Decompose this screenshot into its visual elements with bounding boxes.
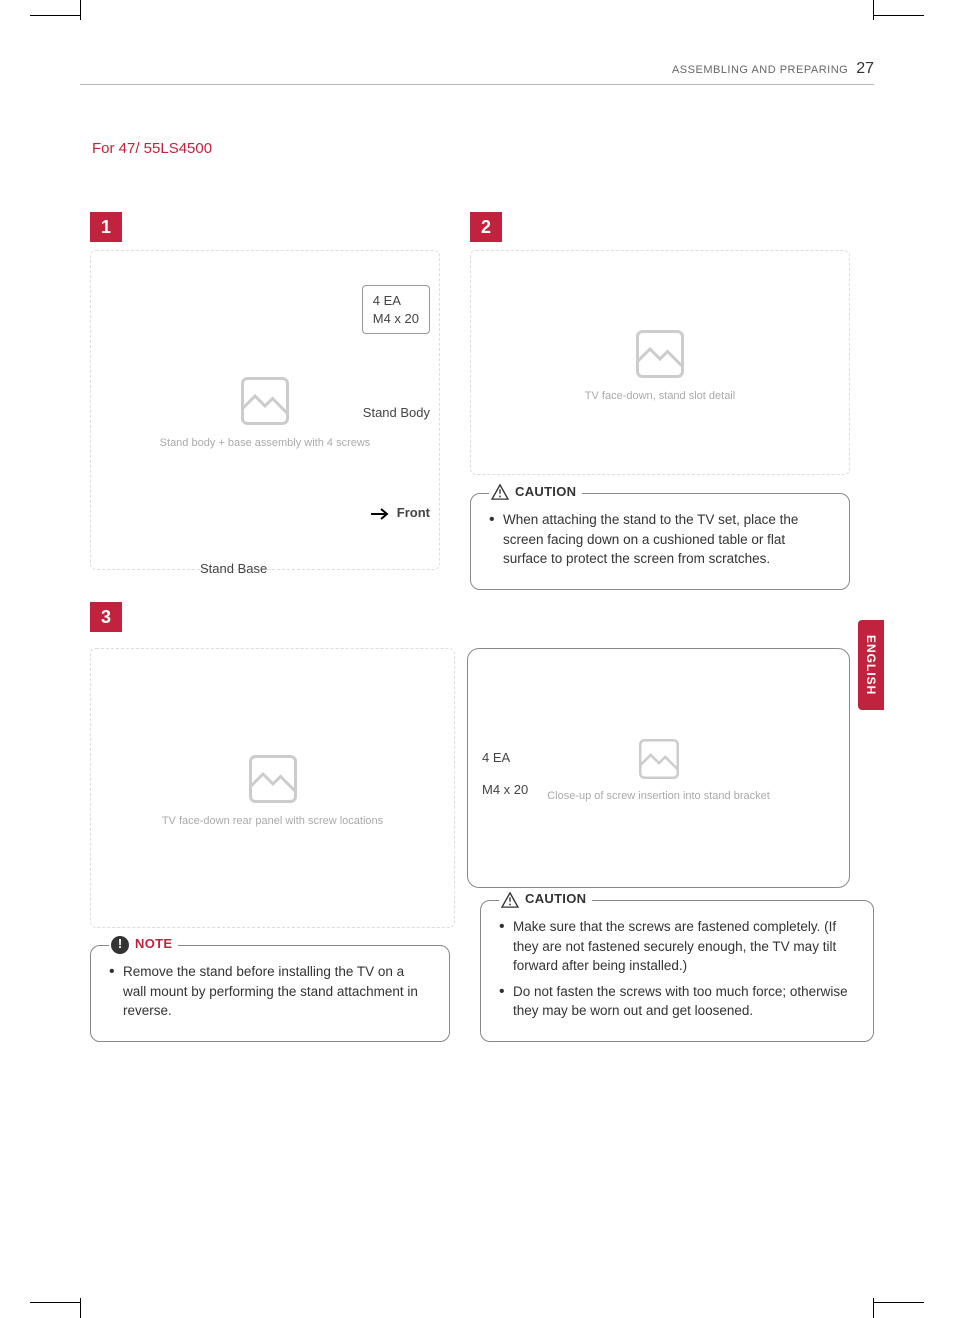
caution-title: CAUTION bbox=[515, 483, 576, 502]
diagram-icon bbox=[243, 749, 303, 809]
crop-mark bbox=[873, 0, 874, 20]
step-3: 3 TV face-down rear panel with screw loc… bbox=[90, 602, 850, 928]
step3-illustration-right: Close-up of screw insertion into stand b… bbox=[476, 657, 841, 879]
note-item: Remove the stand before installing the T… bbox=[109, 962, 431, 1021]
illus-alt-text: Stand body + base assembly with 4 screws bbox=[160, 437, 371, 449]
diagram-icon bbox=[235, 371, 295, 431]
label-stand-body: Stand Body bbox=[363, 405, 430, 420]
screw-qty: 4 EA bbox=[482, 749, 528, 767]
illus-alt-text: Close-up of screw insertion into stand b… bbox=[547, 790, 770, 802]
caution-box-1: CAUTION When attaching the stand to the … bbox=[470, 493, 850, 590]
step-2: 2 TV face-down, stand slot detail CAUTIO… bbox=[470, 212, 850, 590]
caution-box-2: CAUTION Make sure that the screws are fa… bbox=[480, 900, 874, 1042]
note-icon: ! bbox=[111, 936, 129, 954]
page-header: ASSEMBLING AND PREPARING 27 bbox=[80, 60, 874, 85]
note-title: NOTE bbox=[135, 935, 172, 954]
crop-mark bbox=[30, 15, 80, 16]
step-badge-2: 2 bbox=[470, 212, 502, 242]
step2-illustration: TV face-down, stand slot detail bbox=[470, 250, 850, 475]
arrow-icon bbox=[371, 508, 393, 520]
label-front: Front bbox=[371, 505, 430, 520]
screw-qty: 4 EA bbox=[373, 292, 419, 310]
crop-mark bbox=[874, 15, 924, 16]
crop-mark bbox=[80, 1298, 81, 1318]
illus-alt-text: TV face-down rear panel with screw locat… bbox=[162, 815, 383, 827]
caution-icon bbox=[491, 484, 509, 500]
screw-spec: M4 x 20 bbox=[373, 310, 419, 328]
caution-icon bbox=[501, 892, 519, 908]
label-front-text: Front bbox=[397, 505, 430, 520]
crop-mark bbox=[873, 1298, 874, 1318]
crop-mark bbox=[30, 1302, 80, 1303]
caution-item: Do not fasten the screws with too much f… bbox=[499, 982, 855, 1021]
caution-item: Make sure that the screws are fastened c… bbox=[499, 917, 855, 976]
step-1: 1 Stand body + base assembly with 4 scre… bbox=[90, 212, 440, 570]
illus-alt-text: TV face-down, stand slot detail bbox=[585, 390, 735, 402]
screw-callout: 4 EA M4 x 20 bbox=[362, 285, 430, 334]
caution-item: When attaching the stand to the TV set, … bbox=[489, 510, 831, 569]
model-heading: For 47/ 55LS4500 bbox=[92, 140, 874, 157]
crop-mark bbox=[80, 0, 81, 20]
caution-title: CAUTION bbox=[525, 890, 586, 909]
step-badge-3: 3 bbox=[90, 602, 122, 632]
label-stand-base: Stand Base bbox=[200, 561, 267, 576]
step3-illustration-left: TV face-down rear panel with screw locat… bbox=[90, 648, 455, 928]
crop-mark bbox=[874, 1302, 924, 1303]
note-box: ! NOTE Remove the stand before installin… bbox=[90, 945, 450, 1042]
section-title: ASSEMBLING AND PREPARING bbox=[672, 64, 848, 76]
screw-callout: 4 EA M4 x 20 bbox=[482, 749, 528, 798]
page-number: 27 bbox=[856, 60, 874, 78]
diagram-icon bbox=[630, 324, 690, 384]
diagram-icon bbox=[634, 734, 684, 784]
step-badge-1: 1 bbox=[90, 212, 122, 242]
screw-spec: M4 x 20 bbox=[482, 781, 528, 799]
